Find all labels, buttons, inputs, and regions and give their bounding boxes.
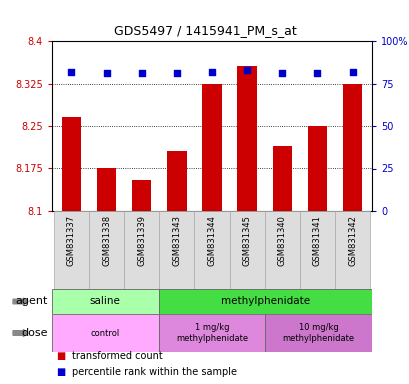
Bar xyxy=(272,146,291,211)
Point xyxy=(313,70,320,76)
Point xyxy=(68,68,74,74)
Point xyxy=(279,70,285,76)
Text: saline: saline xyxy=(90,296,121,306)
Text: GSM831343: GSM831343 xyxy=(172,215,181,266)
Bar xyxy=(52,289,158,314)
Bar xyxy=(167,152,186,211)
Text: 1 mg/kg
methylphenidate: 1 mg/kg methylphenidate xyxy=(175,323,247,343)
Text: GDS5497 / 1415941_PM_s_at: GDS5497 / 1415941_PM_s_at xyxy=(113,24,296,37)
Text: agent: agent xyxy=(16,296,48,306)
Text: control: control xyxy=(90,328,120,338)
Bar xyxy=(61,118,81,211)
Text: 10 mg/kg
methylphenidate: 10 mg/kg methylphenidate xyxy=(282,323,354,343)
Text: ■: ■ xyxy=(56,351,65,361)
Point xyxy=(103,70,110,76)
Bar xyxy=(52,314,158,352)
Bar xyxy=(54,211,89,289)
Text: GSM831344: GSM831344 xyxy=(207,215,216,266)
Bar xyxy=(194,211,229,289)
Bar xyxy=(124,211,159,289)
Text: GSM831339: GSM831339 xyxy=(137,215,146,266)
Point xyxy=(208,68,215,74)
Text: dose: dose xyxy=(21,328,48,338)
Text: GSM831342: GSM831342 xyxy=(347,215,356,266)
Bar xyxy=(89,211,124,289)
Text: ■: ■ xyxy=(56,367,65,377)
Point xyxy=(348,68,355,74)
Text: GSM831345: GSM831345 xyxy=(242,215,251,266)
Text: GSM831337: GSM831337 xyxy=(67,215,76,266)
Bar xyxy=(229,211,264,289)
Bar xyxy=(299,211,334,289)
Text: GSM831341: GSM831341 xyxy=(312,215,321,266)
Bar xyxy=(342,83,362,211)
Bar xyxy=(334,211,369,289)
Bar xyxy=(237,66,256,211)
Bar xyxy=(158,314,265,352)
Point xyxy=(173,70,180,76)
Point xyxy=(243,67,250,73)
Bar xyxy=(264,211,299,289)
Text: GSM831338: GSM831338 xyxy=(102,215,111,266)
Bar xyxy=(132,180,151,211)
Text: methylphenidate: methylphenidate xyxy=(220,296,309,306)
Bar xyxy=(159,211,194,289)
Bar xyxy=(307,126,326,211)
Bar xyxy=(265,314,371,352)
Bar xyxy=(97,169,116,211)
Bar xyxy=(158,289,371,314)
Bar xyxy=(202,83,221,211)
Point xyxy=(138,70,145,76)
Text: percentile rank within the sample: percentile rank within the sample xyxy=(72,367,237,377)
Text: transformed count: transformed count xyxy=(72,351,163,361)
Text: GSM831340: GSM831340 xyxy=(277,215,286,266)
